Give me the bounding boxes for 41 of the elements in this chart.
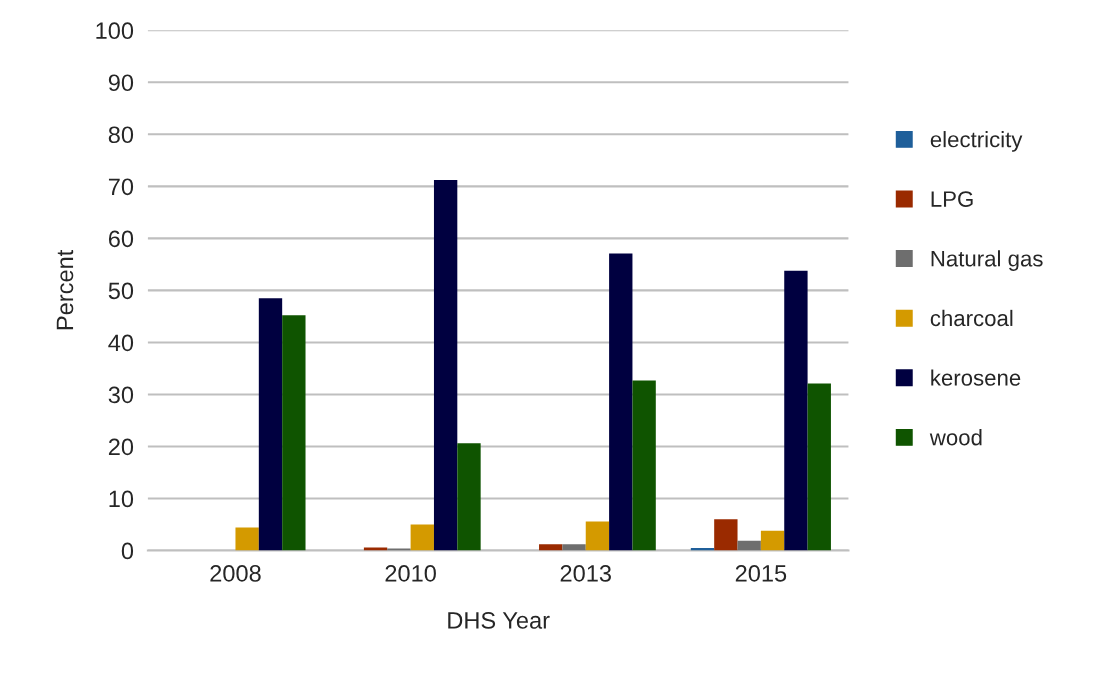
- x-tick-label: 2010: [385, 565, 436, 582]
- x-tick-label: 2013: [560, 565, 611, 582]
- bar: [387, 548, 411, 551]
- x-tick-label: 2015: [735, 565, 787, 582]
- y-tick-label: 30: [108, 386, 134, 404]
- y-tick-label: 100: [96, 22, 134, 40]
- y-axis-title: Percent: [56, 249, 74, 330]
- bar: [585, 521, 610, 551]
- bar: [737, 540, 761, 551]
- bar: [807, 383, 831, 551]
- y-tick-label: 0: [121, 542, 134, 560]
- bar: [363, 547, 388, 551]
- bar: [410, 524, 434, 551]
- y-tick-label: 20: [108, 438, 134, 456]
- x-tick-label: 2008: [210, 565, 261, 582]
- legend-label: kerosene: [931, 369, 1021, 386]
- bar: [539, 544, 563, 551]
- y-tick-label: 90: [108, 74, 134, 92]
- bar: [433, 180, 458, 551]
- bar: [258, 298, 283, 551]
- y-tick-label: 60: [108, 230, 134, 248]
- bar: [562, 544, 586, 551]
- bar: [760, 530, 785, 551]
- y-tick-label: 70: [108, 178, 134, 196]
- legend-label: Natural gas: [931, 250, 1043, 271]
- legend-label: charcoal: [930, 309, 1013, 327]
- bar: [457, 443, 481, 551]
- bar: [609, 253, 633, 551]
- y-tick-label: 10: [109, 490, 134, 508]
- legend-label: wood: [929, 429, 982, 446]
- y-tick-label: 80: [108, 126, 134, 144]
- y-tick-label: 40: [108, 334, 134, 352]
- x-axis-title: DHS Year: [448, 612, 550, 629]
- y-tick-label: 50: [108, 282, 134, 300]
- bar: [632, 380, 656, 551]
- bar: [282, 315, 306, 551]
- bar: [714, 519, 738, 551]
- bar: [235, 527, 259, 551]
- bar: [784, 270, 808, 551]
- legend-label: electricity: [930, 131, 1023, 152]
- legend-label: LPG: [931, 191, 973, 207]
